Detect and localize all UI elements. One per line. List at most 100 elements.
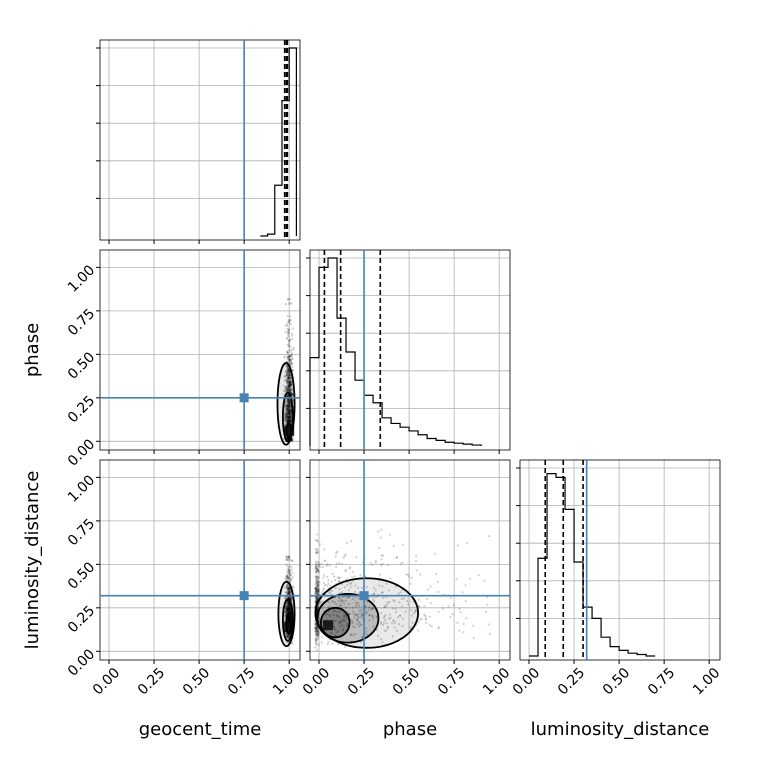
sample-point bbox=[314, 637, 317, 640]
sample-point bbox=[315, 627, 318, 630]
sample-point bbox=[287, 416, 290, 420]
sample-point bbox=[409, 626, 412, 629]
sample-point bbox=[288, 389, 291, 392]
sample-point bbox=[465, 617, 468, 620]
sample-point bbox=[289, 345, 292, 348]
sample-point bbox=[286, 354, 290, 358]
sample-point bbox=[380, 611, 383, 615]
sample-point bbox=[340, 598, 343, 601]
sample-point bbox=[289, 598, 293, 601]
sample-point bbox=[286, 587, 289, 590]
sample-point bbox=[287, 417, 290, 420]
x-tick-label: 0.50 bbox=[390, 665, 423, 698]
sample-point bbox=[291, 572, 294, 575]
sample-point bbox=[317, 630, 320, 633]
sample-point bbox=[372, 598, 375, 601]
sample-point bbox=[391, 619, 395, 622]
sample-point bbox=[316, 591, 319, 595]
sample-point bbox=[314, 600, 317, 603]
sample-point bbox=[286, 411, 289, 414]
sample-point bbox=[350, 633, 353, 636]
sample-point bbox=[316, 608, 319, 611]
contour-line bbox=[319, 606, 351, 639]
sample-point bbox=[388, 613, 392, 616]
sample-point bbox=[355, 601, 358, 604]
sample-point bbox=[284, 419, 287, 422]
sample-point bbox=[386, 603, 389, 606]
sample-point bbox=[320, 562, 323, 566]
sample-point bbox=[456, 544, 459, 547]
sample-point bbox=[287, 372, 290, 375]
sample-point bbox=[287, 570, 290, 573]
sample-point bbox=[286, 407, 289, 410]
sample-point bbox=[316, 585, 319, 588]
sample-point bbox=[289, 384, 292, 387]
sample-point bbox=[286, 372, 289, 376]
sample-point bbox=[336, 643, 340, 646]
sample-point bbox=[388, 533, 391, 536]
sample-point bbox=[396, 616, 400, 619]
sample-point bbox=[384, 614, 387, 617]
sample-point bbox=[332, 610, 335, 613]
contour-line bbox=[276, 362, 296, 446]
sample-point bbox=[287, 601, 290, 605]
sample-point bbox=[288, 604, 291, 607]
sample-point bbox=[288, 417, 291, 420]
sample-point bbox=[288, 415, 291, 418]
sample-point bbox=[287, 557, 290, 560]
sample-point bbox=[383, 606, 386, 609]
sample-point bbox=[335, 602, 338, 606]
sample-point bbox=[410, 576, 413, 580]
sample-point bbox=[394, 607, 397, 610]
sample-point bbox=[330, 589, 334, 592]
sample-point bbox=[287, 607, 290, 610]
sample-point bbox=[316, 592, 319, 596]
sample-point bbox=[314, 646, 317, 649]
sample-point bbox=[285, 413, 289, 416]
sample-point bbox=[286, 370, 289, 373]
sample-point bbox=[287, 409, 290, 412]
sample-point bbox=[351, 621, 354, 625]
sample-point bbox=[289, 410, 292, 413]
sample-point bbox=[314, 630, 317, 633]
x-axis-label-phase: phase bbox=[383, 719, 437, 740]
sample-point bbox=[285, 591, 288, 594]
sample-point bbox=[288, 355, 291, 358]
sample-point bbox=[287, 587, 290, 590]
sample-point bbox=[284, 324, 287, 327]
sample-point bbox=[285, 410, 288, 413]
sample-point bbox=[289, 417, 292, 420]
sample-point bbox=[287, 619, 290, 622]
sample-point bbox=[286, 587, 289, 590]
sample-point bbox=[344, 553, 347, 556]
sample-point bbox=[285, 557, 288, 560]
sample-point bbox=[287, 388, 291, 391]
sample-point bbox=[316, 607, 319, 610]
sample-point bbox=[452, 603, 456, 607]
sample-point bbox=[289, 382, 292, 385]
sample-point bbox=[461, 591, 464, 594]
sample-point bbox=[316, 551, 319, 554]
sample-point bbox=[283, 586, 287, 589]
sample-point bbox=[289, 323, 293, 326]
sample-point bbox=[287, 578, 290, 582]
sample-point bbox=[285, 611, 288, 615]
sample-point bbox=[371, 615, 374, 618]
sample-point bbox=[286, 378, 289, 381]
sample-point bbox=[338, 580, 341, 583]
sample-point bbox=[389, 616, 392, 620]
sample-point bbox=[419, 618, 422, 621]
sample-point bbox=[287, 617, 291, 620]
sample-point bbox=[286, 373, 289, 376]
sample-point bbox=[420, 617, 423, 620]
sample-point bbox=[317, 585, 320, 588]
x-axis-label-luminosity_distance: luminosity_distance bbox=[531, 719, 710, 740]
sample-point bbox=[287, 618, 291, 621]
sample-point bbox=[316, 629, 320, 632]
sample-point bbox=[355, 622, 358, 626]
sample-point bbox=[287, 369, 290, 372]
sample-point bbox=[288, 383, 291, 386]
sample-point bbox=[288, 319, 291, 322]
sample-point bbox=[286, 368, 290, 371]
sample-point bbox=[364, 627, 368, 630]
